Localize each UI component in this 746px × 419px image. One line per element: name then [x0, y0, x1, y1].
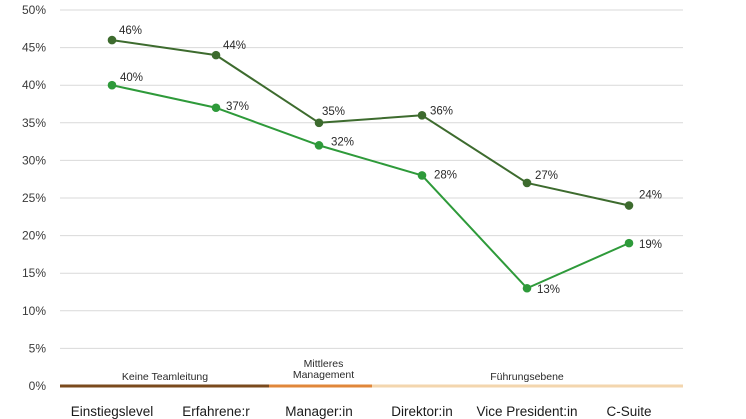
- data-point: [211, 50, 221, 60]
- data-point: [211, 103, 221, 113]
- y-tick-label: 25%: [22, 191, 46, 205]
- data-label: 13%: [537, 284, 560, 296]
- y-tick-label: 30%: [22, 153, 46, 167]
- group-band: [372, 384, 683, 388]
- y-tick-label: 0%: [29, 379, 47, 393]
- group-band: [60, 384, 269, 388]
- data-point: [107, 35, 117, 45]
- x-category-label: Manager:in: [285, 404, 353, 419]
- y-tick-label: 45%: [22, 41, 46, 55]
- data-label: 24%: [639, 190, 662, 202]
- data-label: 19%: [639, 239, 662, 251]
- data-label: 35%: [322, 106, 345, 118]
- data-label: 40%: [120, 72, 143, 84]
- y-tick-label: 35%: [22, 116, 46, 130]
- data-label: 37%: [226, 101, 249, 113]
- data-label: 44%: [223, 40, 246, 52]
- group-label: Management: [293, 369, 354, 381]
- x-category-label: Vice President:in: [476, 404, 577, 419]
- data-label: 32%: [331, 136, 354, 148]
- y-tick-label: 15%: [22, 266, 46, 280]
- data-point: [314, 118, 324, 128]
- x-category-label: Erfahrene:r: [182, 404, 250, 419]
- data-point: [417, 110, 427, 120]
- x-axis-categories: Einstiegslevel Erfahrene:r Manager:in Direk…: [71, 404, 652, 419]
- y-axis-ticks: 0% 5% 10% 15% 20% 25% 30% 35% 40% 45% 50%: [22, 3, 46, 393]
- data-point: [522, 283, 532, 293]
- group-label: Mittleres: [304, 358, 344, 370]
- gridlines: [60, 9, 683, 349]
- data-label: 28%: [434, 169, 457, 181]
- y-tick-label: 40%: [22, 78, 46, 92]
- data-point: [624, 238, 634, 248]
- data-point: [522, 178, 532, 188]
- y-tick-label: 5%: [29, 341, 47, 355]
- data-label: 46%: [119, 25, 142, 37]
- series-line: [111, 39, 630, 207]
- x-category-label: Einstiegslevel: [71, 404, 154, 419]
- group-band: [269, 384, 372, 388]
- data-point: [314, 141, 324, 150]
- data-point: [624, 201, 634, 210]
- data-point: [417, 171, 427, 180]
- data-point: [107, 80, 117, 90]
- x-category-label: Direktor:in: [391, 404, 453, 419]
- y-tick-label: 50%: [22, 3, 46, 17]
- data-label: 36%: [430, 105, 453, 117]
- series: 46% 44% 35% 36% 27% 24% 40% 37% 32% 28% 13% 19%: [107, 25, 662, 296]
- series-line: [111, 84, 630, 290]
- data-label: 27%: [535, 170, 558, 182]
- group-label: Keine Teamleitung: [122, 371, 208, 383]
- group-label: Führungsebene: [490, 371, 564, 383]
- y-tick-label: 10%: [22, 304, 46, 318]
- x-category-label: C-Suite: [606, 404, 651, 419]
- y-tick-label: 20%: [22, 229, 46, 243]
